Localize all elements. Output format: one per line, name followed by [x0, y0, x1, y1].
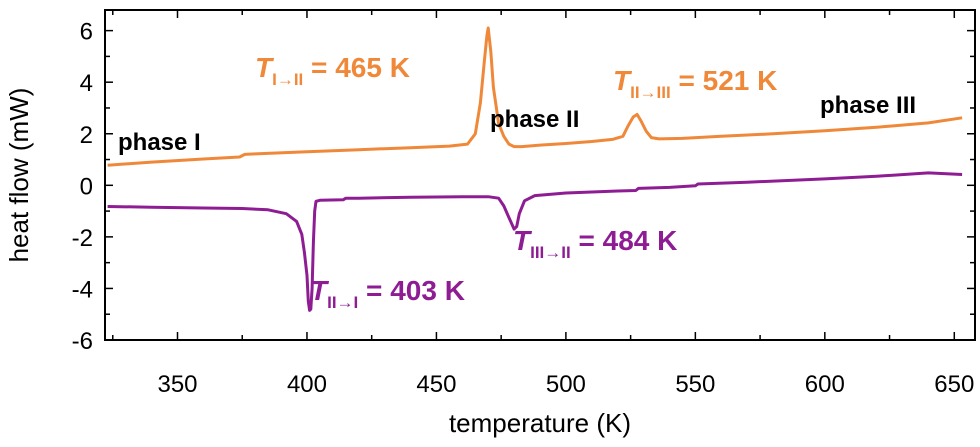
- x-tick-label: 450: [416, 371, 456, 398]
- series-line-2: [107, 171, 963, 312]
- phase-label-3: phase III: [820, 92, 916, 119]
- annotation-t-iii-ii: TIII→II = 484 K: [513, 225, 677, 262]
- y-tick-label: 2: [80, 122, 93, 149]
- y-tick-label: -4: [72, 276, 93, 303]
- y-tick-label: 0: [80, 173, 93, 200]
- y-tick-label: -2: [72, 225, 93, 252]
- x-tick-label: 500: [546, 371, 586, 398]
- x-tick-label: 550: [675, 371, 715, 398]
- phase-label-1: phase I: [118, 129, 201, 156]
- annotation-t-ii-iii: TII→III = 521 K: [613, 65, 777, 102]
- y-tick-label: -6: [72, 328, 93, 355]
- x-tick-label: 650: [934, 371, 974, 398]
- annotation-t-ii-i: TII→I = 403 K: [310, 275, 465, 312]
- series-layer: [107, 26, 963, 312]
- phase-label-2: phase II: [490, 106, 579, 133]
- x-tick-label: 400: [287, 371, 327, 398]
- plot-frame: [104, 9, 976, 341]
- x-tick-label: 600: [805, 371, 845, 398]
- annotation-t-i-ii: TI→II = 465 K: [255, 52, 410, 89]
- x-axis-title: temperature (K): [449, 408, 631, 438]
- x-tick-label: 350: [157, 371, 197, 398]
- y-tick-label: 4: [80, 70, 93, 97]
- series-line-1: [107, 26, 963, 167]
- axis-ticks: 350 400 450 500 550 600 650 -6 -4 -2 0 2 4 6: [72, 10, 975, 398]
- y-tick-label: 6: [80, 19, 93, 46]
- y-axis-title: heat flow (mW): [4, 88, 34, 263]
